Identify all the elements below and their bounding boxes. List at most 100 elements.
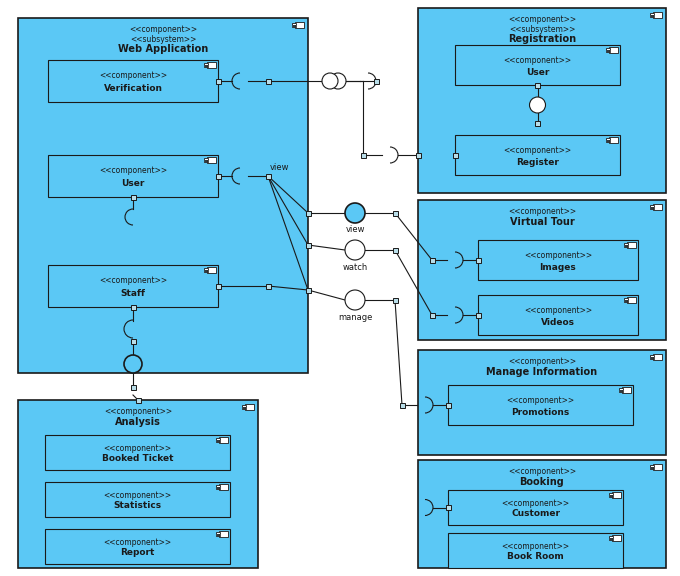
Text: Videos: Videos	[541, 318, 575, 327]
Bar	[448, 385, 633, 425]
Bar	[265, 283, 271, 289]
Text: <<component>>: <<component>>	[104, 407, 172, 416]
Text: <<component>>: <<component>>	[99, 71, 167, 81]
Bar	[609, 539, 613, 540]
Text: Verification: Verification	[103, 84, 163, 93]
Text: watch: watch	[342, 263, 368, 271]
Bar	[216, 438, 220, 439]
Bar	[48, 155, 218, 197]
Bar	[135, 397, 141, 403]
Bar	[219, 437, 228, 443]
Bar	[650, 207, 654, 209]
Bar	[18, 18, 308, 373]
Bar	[445, 403, 450, 407]
Text: <<component>>: <<component>>	[524, 251, 592, 260]
Text: Book Room: Book Room	[507, 552, 564, 561]
Text: <<component>>: <<component>>	[501, 542, 570, 551]
Bar	[535, 120, 540, 126]
Text: Staff: Staff	[120, 289, 146, 298]
Bar	[624, 298, 628, 300]
Bar	[305, 210, 311, 215]
Text: <<component>>: <<component>>	[501, 499, 570, 508]
Bar	[430, 257, 435, 263]
Text: Register: Register	[516, 158, 559, 166]
Bar	[622, 387, 631, 393]
Bar	[204, 271, 208, 272]
Text: manage: manage	[338, 313, 372, 321]
Bar	[216, 487, 220, 489]
Circle shape	[330, 73, 346, 89]
Bar	[606, 48, 610, 50]
Circle shape	[124, 355, 142, 373]
Bar	[609, 47, 618, 53]
Bar	[619, 391, 623, 392]
Bar	[418, 8, 666, 193]
Bar	[478, 295, 638, 335]
Circle shape	[530, 97, 545, 113]
Bar	[131, 195, 135, 199]
Bar	[418, 200, 666, 340]
Bar	[653, 464, 662, 470]
Bar	[216, 441, 220, 442]
Bar	[415, 153, 420, 157]
Bar	[295, 22, 304, 28]
Bar	[624, 245, 628, 247]
Bar	[219, 531, 228, 537]
Bar	[455, 45, 620, 85]
Bar	[204, 268, 208, 270]
Bar	[45, 435, 230, 470]
Bar	[650, 355, 654, 357]
Bar	[624, 243, 628, 244]
Text: Booking: Booking	[520, 477, 564, 487]
Bar	[653, 354, 662, 360]
Bar	[216, 532, 220, 533]
Bar	[606, 141, 610, 142]
Bar	[609, 493, 613, 495]
Bar	[216, 535, 220, 536]
Bar	[448, 533, 623, 568]
Text: Report: Report	[120, 548, 154, 558]
Text: Images: Images	[540, 263, 577, 272]
Bar	[624, 301, 628, 302]
Text: <<component>>: <<component>>	[508, 16, 576, 25]
Bar	[650, 358, 654, 359]
Bar	[619, 388, 623, 389]
Bar	[475, 257, 481, 263]
Text: Booked Ticket: Booked Ticket	[102, 454, 173, 463]
Bar	[392, 297, 398, 302]
Bar	[360, 153, 366, 157]
Text: <<component>>: <<component>>	[508, 358, 576, 366]
Bar	[245, 404, 254, 410]
Bar	[216, 173, 220, 179]
Text: User: User	[526, 68, 549, 77]
Text: Analysis: Analysis	[115, 417, 161, 427]
Bar	[292, 25, 296, 27]
Text: <<component>>: <<component>>	[507, 396, 575, 405]
Bar	[653, 12, 662, 18]
Text: <<component>>: <<component>>	[103, 491, 171, 500]
Bar	[18, 400, 258, 568]
Bar	[650, 13, 654, 14]
Text: User: User	[121, 179, 145, 188]
Text: <<component>>: <<component>>	[103, 444, 171, 453]
Bar	[242, 407, 246, 409]
Bar	[478, 240, 638, 280]
Bar	[265, 78, 271, 84]
Text: Virtual Tour: Virtual Tour	[509, 217, 575, 227]
Bar	[650, 205, 654, 207]
Bar	[204, 63, 208, 65]
Bar	[392, 210, 398, 215]
Bar	[305, 242, 311, 248]
Bar	[373, 78, 379, 84]
Text: Promotions: Promotions	[511, 408, 570, 416]
Text: <<component>>: <<component>>	[503, 146, 572, 155]
Bar	[452, 153, 458, 157]
Bar	[448, 490, 623, 525]
Bar	[650, 465, 654, 467]
Bar	[535, 82, 540, 88]
Bar	[653, 204, 662, 210]
Bar	[606, 51, 610, 52]
Circle shape	[345, 240, 365, 260]
Bar	[131, 305, 135, 309]
Bar	[612, 535, 621, 541]
